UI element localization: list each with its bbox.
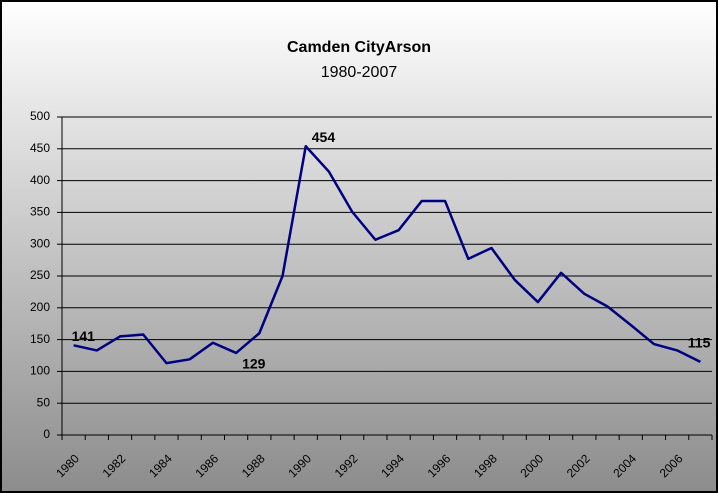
- y-tick-label: 450: [30, 141, 50, 155]
- data-label: 454: [312, 129, 336, 145]
- data-label: 129: [242, 356, 266, 372]
- data-label: 115: [688, 335, 711, 351]
- y-tick-label: 0: [43, 427, 50, 441]
- y-tick-label: 300: [30, 236, 50, 250]
- chart-subtitle: 1980-2007: [321, 64, 398, 81]
- y-tick-label: 50: [37, 395, 51, 409]
- data-label: 141: [72, 328, 96, 344]
- y-tick-label: 500: [30, 109, 50, 123]
- y-tick-label: 100: [30, 364, 50, 378]
- y-tick-label: 150: [30, 332, 50, 346]
- y-tick-label: 250: [30, 268, 50, 282]
- y-tick-label: 350: [30, 205, 50, 219]
- chart-title: Camden CityArson: [287, 39, 431, 56]
- y-tick-label: 400: [30, 173, 50, 187]
- line-series: [73, 145, 701, 365]
- y-tick-label: 200: [30, 300, 50, 314]
